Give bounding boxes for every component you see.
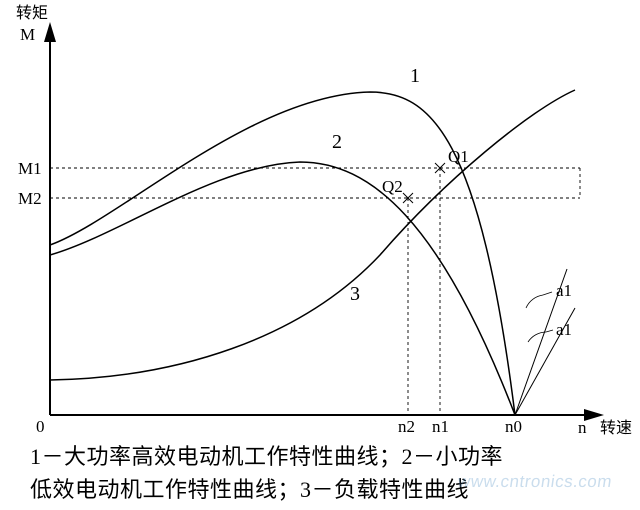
tick-M2: M2: [18, 189, 42, 208]
label-Q2: Q2: [382, 177, 403, 196]
angle-a1-upper: a1: [556, 281, 572, 300]
motor-characteristic-diagram: 转矩 M n 转速 0 M1 M2 n2 n1 n0: [0, 0, 640, 510]
y-axis-title-letter: M: [20, 25, 35, 44]
curve-1: [50, 92, 515, 415]
curve-label-3: 3: [350, 283, 360, 305]
curve-label-1: 1: [410, 65, 420, 87]
curve-2: [50, 162, 515, 415]
tick-n1: n1: [432, 417, 449, 436]
y-axis-title-cn: 转矩: [16, 4, 48, 22]
tick-n0: n0: [505, 417, 522, 436]
watermark: www.cntronics.com: [457, 472, 614, 492]
x-axis-title-letter: n: [578, 418, 587, 437]
curve-3: [50, 90, 575, 380]
intersection-markers: [403, 163, 445, 203]
tick-M1: M1: [18, 159, 42, 178]
label-Q1: Q1: [448, 147, 469, 166]
curve-label-2: 2: [332, 131, 342, 153]
caption-line-2: 低效电动机工作特性曲线；3－负载特性曲线: [30, 477, 469, 502]
curves: [50, 90, 575, 415]
angle-arcs: [526, 292, 553, 342]
caption-line-1: 1－大功率高效电动机工作特性曲线；2－小功率: [30, 444, 503, 469]
tick-n2: n2: [398, 417, 415, 436]
angle-a1-lower: a1: [556, 320, 572, 339]
origin-label: 0: [36, 417, 45, 436]
chart-svg: 转矩 M n 转速 0 M1 M2 n2 n1 n0: [0, 0, 640, 440]
x-axis-title-cn: 转速: [600, 419, 632, 437]
